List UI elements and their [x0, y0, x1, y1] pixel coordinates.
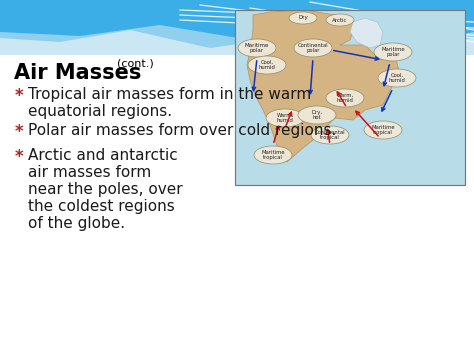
Text: Dry,
hot: Dry, hot [311, 110, 322, 120]
Text: Dry: Dry [298, 16, 308, 21]
Ellipse shape [364, 121, 402, 139]
Text: of the globe.: of the globe. [28, 216, 125, 231]
Bar [0, 0, 474, 55]
Text: Warm,
humid: Warm, humid [337, 93, 354, 103]
Bar [235, 10, 465, 185]
Ellipse shape [254, 146, 292, 164]
Ellipse shape [266, 109, 304, 127]
Text: (cont.): (cont.) [117, 59, 154, 69]
Text: Arctic and antarctic: Arctic and antarctic [28, 148, 178, 163]
Polygon shape [247, 10, 400, 162]
Text: Tropical air masses form in the warm: Tropical air masses form in the warm [28, 87, 311, 102]
Bar [0, 55, 474, 355]
Text: Arctic: Arctic [332, 17, 348, 22]
Ellipse shape [378, 69, 416, 87]
Text: Cool,
humid: Cool, humid [389, 73, 405, 83]
Bar [235, 10, 465, 185]
Polygon shape [0, 25, 474, 55]
Text: equatorial regions.: equatorial regions. [28, 104, 172, 119]
Text: the coldest regions: the coldest regions [28, 199, 175, 214]
Text: air masses form: air masses form [28, 165, 151, 180]
Text: Polar air masses form over cold regions.: Polar air masses form over cold regions. [28, 123, 337, 138]
Ellipse shape [326, 89, 364, 107]
Text: Maritime
tropical: Maritime tropical [371, 125, 395, 135]
Ellipse shape [289, 12, 317, 24]
Text: Maritime
tropical: Maritime tropical [261, 150, 285, 160]
Ellipse shape [248, 56, 286, 74]
Text: Maritime
polar: Maritime polar [245, 43, 269, 53]
Text: Cool,
humid: Cool, humid [258, 60, 275, 70]
Text: Air Masses: Air Masses [14, 63, 141, 83]
Ellipse shape [294, 39, 332, 57]
Ellipse shape [326, 14, 354, 26]
Polygon shape [0, 30, 474, 55]
Ellipse shape [298, 106, 336, 124]
Text: near the poles, over: near the poles, over [28, 182, 182, 197]
Ellipse shape [311, 126, 349, 144]
Text: Continental
tropical: Continental tropical [315, 130, 346, 140]
Polygon shape [350, 18, 383, 48]
Text: *: * [15, 123, 24, 141]
Text: Maritime
polar: Maritime polar [381, 47, 405, 57]
Text: Warm,
humid: Warm, humid [276, 113, 293, 123]
Text: Continental
polar: Continental polar [298, 43, 328, 53]
Ellipse shape [374, 43, 412, 61]
Text: *: * [15, 87, 24, 105]
Text: *: * [15, 148, 24, 166]
Ellipse shape [238, 39, 276, 57]
